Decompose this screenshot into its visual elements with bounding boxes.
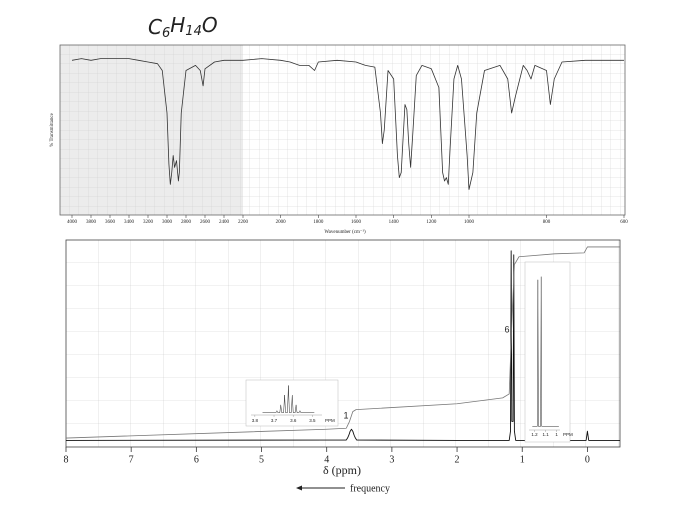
x-tick-label: 0 <box>585 454 590 465</box>
x-tick-label: 3600 <box>105 220 116 225</box>
x-tick-label: 2400 <box>219 220 230 225</box>
arrow-head <box>296 485 302 491</box>
inset-tick-label: 1.2 <box>531 432 538 437</box>
x-tick-label: 7 <box>129 454 134 465</box>
x-tick-label: 1600 <box>351 220 362 225</box>
inset-tick-label: 3.7 <box>271 418 278 423</box>
x-tick-label: 3000 <box>162 220 173 225</box>
inset-trace <box>262 385 315 413</box>
formula-part: C <box>148 15 162 39</box>
x-tick-label: 800 <box>543 220 551 225</box>
inset <box>524 261 571 443</box>
formula-part: 14 <box>185 24 202 39</box>
formula-part: H <box>170 13 185 37</box>
x-tick-label: 1800 <box>313 220 324 225</box>
x-tick-label: 8 <box>64 454 69 465</box>
formula-part: 6 <box>162 26 170 41</box>
x-tick-label: 3 <box>389 454 394 465</box>
x-tick-label: 2800 <box>181 220 192 225</box>
x-tick-label: 1000 <box>464 220 475 225</box>
inset-tick-label: 1 <box>555 432 558 437</box>
x-tick-label: 2000 <box>276 220 287 225</box>
x-tick-label: 2600 <box>200 220 211 225</box>
ir-plot <box>59 44 626 216</box>
integral-curve <box>65 246 620 439</box>
inset-unit: PPM <box>563 432 573 437</box>
inset-tick-label: 3.6 <box>290 418 297 423</box>
inset-unit: PPM <box>325 418 335 423</box>
x-axis-label: δ (ppm) <box>323 463 361 477</box>
x-tick-label: 3800 <box>86 220 97 225</box>
inset-tick-label: 3.5 <box>309 418 316 423</box>
x-tick-label: 3200 <box>143 220 154 225</box>
x-tick-label: 3400 <box>124 220 135 225</box>
x-tick-label: 2 <box>455 454 460 465</box>
direction-label: frequency <box>350 483 390 494</box>
formula-part: O <box>202 13 218 37</box>
x-tick-label: 600 <box>620 220 628 225</box>
x-tick-label: 1400 <box>389 220 400 225</box>
x-tick-label: 6 <box>194 454 199 465</box>
x-tick-label: 1200 <box>426 220 437 225</box>
inset-tick-label: 1.1 <box>542 432 549 437</box>
ir-trace <box>71 58 624 190</box>
x-tick-label: 4000 <box>67 220 78 225</box>
x-tick-label: 2200 <box>238 220 249 225</box>
inset-trace <box>532 276 559 427</box>
x-tick-label: 1 <box>520 454 525 465</box>
x-tick-label: 5 <box>259 454 264 465</box>
y-axis-label: % Transmittance <box>50 112 55 147</box>
x-axis-label: Wavenumber (cm⁻¹) <box>324 229 366 235</box>
integration-label: 6 <box>504 324 509 334</box>
formula: C6H14O <box>148 13 218 41</box>
inset-tick-label: 3.8 <box>252 418 259 423</box>
x-tick-label: 4 <box>324 454 329 465</box>
integration-label: 1 <box>343 410 348 420</box>
